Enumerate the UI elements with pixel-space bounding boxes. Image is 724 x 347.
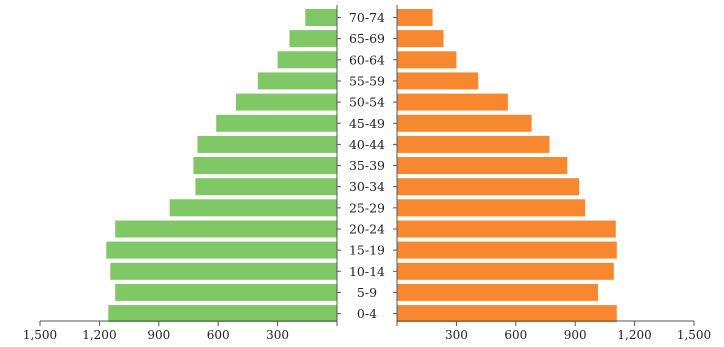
right-bar-15-19 [397, 241, 617, 259]
age-labels-group: 0-4 5-9 10-14 15-19 20-24 25-29 30-34 35-39 40-4… [349, 10, 385, 321]
age-label-5-9: 5-9 [357, 285, 377, 300]
left-x-tick-label: 600 [207, 328, 230, 342]
left-x-tick-label: 900 [147, 328, 170, 342]
age-label-25-29: 25-29 [349, 200, 385, 215]
right-bars-group [397, 9, 617, 323]
left-bar-15-19 [106, 241, 337, 259]
right-x-tick-label: 300 [445, 328, 468, 342]
right-bar-55-59 [397, 72, 479, 90]
right-bar-45-49 [397, 114, 532, 132]
right-bar-70-74 [397, 9, 433, 26]
right-bar-60-64 [397, 51, 457, 69]
left-bar-60-64 [277, 51, 337, 69]
right-bar-25-29 [397, 199, 586, 217]
left-bar-5-9 [115, 283, 337, 301]
left-bar-50-54 [236, 93, 337, 111]
right-x-tick-label: 1,200 [617, 328, 651, 342]
axes-group: 1,500 1,200 900 600 300 300 600 900 1,200 1,500 [23, 5, 711, 342]
age-label-30-34: 30-34 [349, 179, 385, 194]
left-bar-45-49 [216, 114, 337, 132]
age-label-20-24: 20-24 [349, 222, 385, 237]
right-bar-20-24 [397, 220, 616, 238]
age-label-15-19: 15-19 [349, 243, 385, 258]
right-bar-5-9 [397, 283, 598, 301]
right-bar-50-54 [397, 93, 508, 111]
left-bar-30-34 [195, 178, 337, 196]
left-bar-25-29 [169, 199, 337, 217]
right-bar-40-44 [397, 135, 550, 153]
right-bar-10-14 [397, 262, 614, 280]
left-x-tick-label: 1,500 [23, 328, 57, 342]
left-bars-group [106, 9, 337, 323]
age-label-45-49: 45-49 [349, 116, 385, 131]
left-bar-35-39 [193, 157, 337, 174]
left-bar-10-14 [110, 262, 337, 280]
age-label-10-14: 10-14 [349, 264, 385, 279]
left-bar-20-24 [115, 220, 337, 238]
age-label-70-74: 70-74 [349, 10, 385, 25]
left-bar-55-59 [257, 72, 337, 90]
right-bar-65-69 [397, 30, 444, 48]
age-label-35-39: 35-39 [349, 158, 385, 173]
right-bar-30-34 [397, 178, 580, 196]
age-label-0-4: 0-4 [357, 306, 377, 321]
right-bar-0-4 [397, 305, 617, 323]
right-x-tick-label: 1,500 [677, 328, 711, 342]
right-x-tick-label: 600 [504, 328, 527, 342]
age-label-40-44: 40-44 [349, 137, 385, 152]
right-bar-35-39 [397, 157, 568, 174]
left-x-tick-label: 1,200 [82, 328, 116, 342]
right-x-tick-label: 900 [564, 328, 587, 342]
left-bar-65-69 [289, 30, 337, 48]
left-x-tick-label: 300 [266, 328, 289, 342]
age-label-60-64: 60-64 [349, 52, 385, 67]
left-bar-70-74 [305, 9, 337, 26]
left-bar-0-4 [108, 305, 337, 323]
age-label-50-54: 50-54 [349, 95, 385, 110]
age-label-55-59: 55-59 [349, 73, 385, 88]
left-bar-40-44 [197, 135, 337, 153]
age-label-65-69: 65-69 [349, 31, 385, 46]
